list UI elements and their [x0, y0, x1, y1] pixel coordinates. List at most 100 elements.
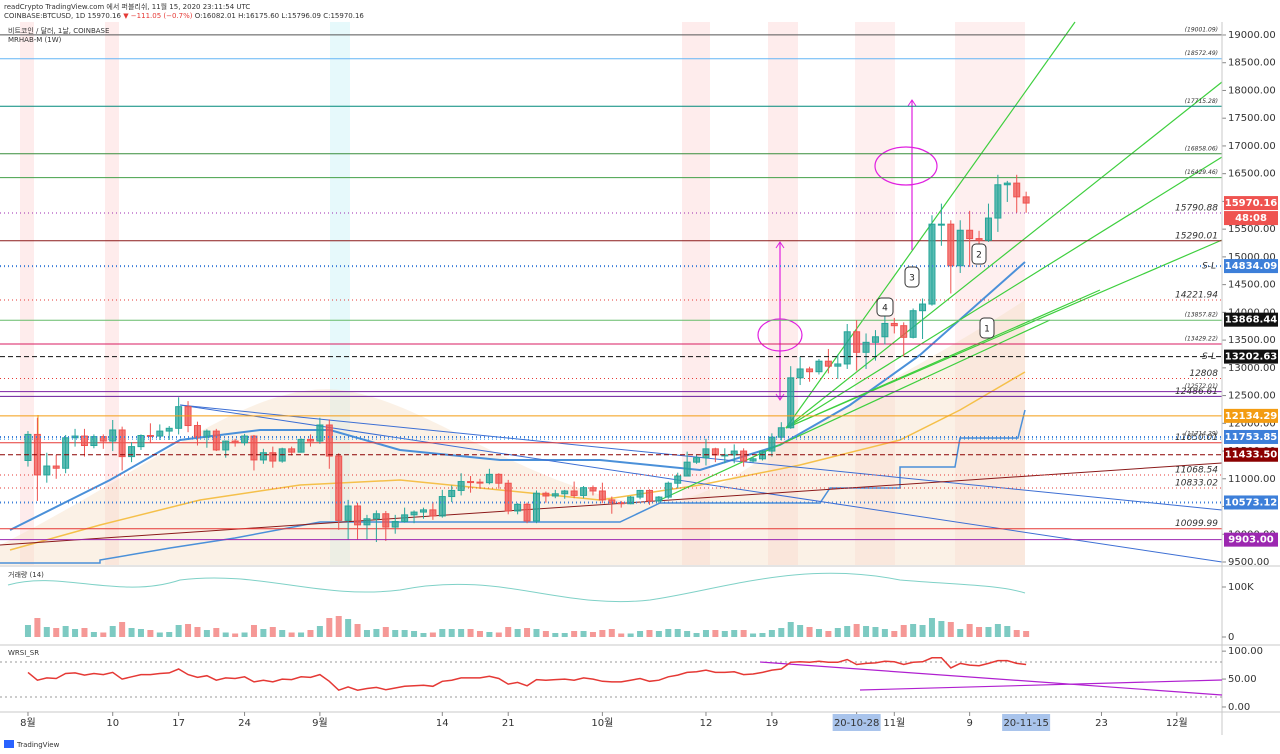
candle-body — [834, 363, 842, 367]
level-label: (18572.49) — [1185, 50, 1218, 57]
candle-body — [862, 341, 870, 353]
candle-body — [655, 496, 663, 502]
volume-bar — [166, 632, 173, 637]
x-tick-label: 10월 — [591, 717, 613, 729]
volume-bar — [90, 632, 97, 637]
volume-bar — [797, 625, 804, 637]
candle-body — [956, 229, 964, 267]
price-box — [1224, 196, 1278, 211]
price-box — [1224, 429, 1278, 444]
candle-body — [1013, 182, 1021, 198]
price-box-label: 10573.12 — [1225, 497, 1278, 508]
price-box — [1224, 408, 1278, 423]
trend-line — [0, 462, 1223, 546]
x-tick-highlight — [832, 714, 881, 731]
volume-bar — [147, 630, 154, 637]
symbol-info: COINBASE:BTCUSD, 1D 15970.16 ▼ −111.05 (… — [4, 12, 364, 20]
price-box-label: 13868.44 — [1225, 315, 1278, 326]
volume-bar — [646, 630, 653, 637]
level-label: 10099.99 — [1175, 519, 1218, 529]
volume-bar — [938, 621, 945, 637]
volume-bar — [24, 625, 31, 637]
candle-body — [1022, 196, 1030, 204]
volume-bar — [759, 633, 766, 637]
y-tick-label: 13500.00 — [1228, 335, 1276, 346]
price-prefix: S-L — [1202, 262, 1216, 272]
volume-bar — [702, 630, 709, 637]
callout-text: 4 — [882, 304, 888, 314]
labels: readCrypto TradingView.com 에서 퍼블리쉬, 11월 … — [4, 2, 364, 749]
candle-body — [570, 490, 578, 496]
candle-body — [636, 489, 644, 498]
level-label: (16429.46) — [1185, 169, 1218, 176]
price-box — [1224, 447, 1278, 462]
level-label: 11650.01 — [1175, 433, 1218, 443]
volume-bar — [740, 630, 747, 637]
volume-bar — [891, 631, 898, 637]
level-label: 10833.02 — [1175, 479, 1218, 489]
volume-bar — [844, 626, 851, 637]
level-label: 11068.54 — [1175, 465, 1218, 475]
candle-body — [1003, 182, 1011, 186]
candle-body — [419, 509, 427, 513]
volume-bar — [373, 629, 380, 637]
y-tick-label: 17000.00 — [1228, 141, 1276, 152]
logo — [4, 740, 14, 748]
candle-body — [542, 492, 550, 497]
legend-item: MRHAB-M (1W) — [8, 36, 62, 44]
candle-body — [344, 505, 352, 521]
candle-body — [250, 435, 258, 461]
volume-bar — [552, 633, 559, 637]
volume-bar — [985, 627, 992, 637]
volume-bar — [307, 630, 314, 637]
candle-body — [99, 436, 107, 442]
volume-bar — [665, 629, 672, 637]
candle-body — [363, 518, 371, 526]
candle-body — [551, 493, 559, 497]
candle-body — [994, 184, 1002, 219]
volume-bar — [72, 629, 79, 637]
candle-body — [203, 430, 211, 438]
price-box — [1224, 312, 1278, 327]
candle-body — [890, 322, 898, 327]
level-label: 14221.94 — [1175, 291, 1218, 301]
price-box-label: 12134.29 — [1225, 411, 1278, 422]
volume-bar — [618, 633, 625, 637]
x-tick-label: 24 — [238, 718, 251, 729]
price-box — [1224, 259, 1278, 274]
volume-bar — [401, 630, 408, 637]
callout-box — [904, 266, 920, 288]
pane-frame — [0, 22, 1280, 735]
trend-line — [179, 404, 1223, 511]
volume-bar — [1004, 626, 1011, 637]
price-box-label: 11753.85 — [1225, 432, 1278, 443]
volume-bar — [194, 627, 201, 637]
volume-bar — [185, 624, 192, 637]
candle-body — [62, 437, 70, 469]
volume-bar — [524, 628, 531, 637]
volume-bar — [684, 631, 691, 637]
volume-bar — [137, 629, 144, 637]
candle-body — [118, 429, 126, 458]
rsi-trend — [759, 661, 1223, 696]
volume-bar — [947, 622, 954, 637]
volume-bar — [119, 622, 126, 637]
volume-bar — [156, 632, 163, 637]
volume-bar — [269, 627, 276, 637]
x-tick-label: 19 — [766, 718, 779, 729]
level-label: 12486.61 — [1175, 387, 1218, 397]
candle-body — [495, 473, 503, 484]
level-label: (11714.29) — [1185, 431, 1218, 438]
candle-body — [325, 424, 333, 457]
x-tick-label: 9월 — [312, 717, 328, 729]
volume-bar — [919, 625, 926, 637]
trend-line — [179, 404, 1223, 563]
volume-bar — [514, 629, 521, 637]
volume-bar — [561, 633, 568, 637]
candle-body — [288, 448, 296, 453]
volume-bar — [448, 629, 455, 637]
candle-body — [457, 481, 465, 491]
y-tick-label: 11000.00 — [1228, 474, 1276, 485]
candle-body — [43, 465, 51, 476]
